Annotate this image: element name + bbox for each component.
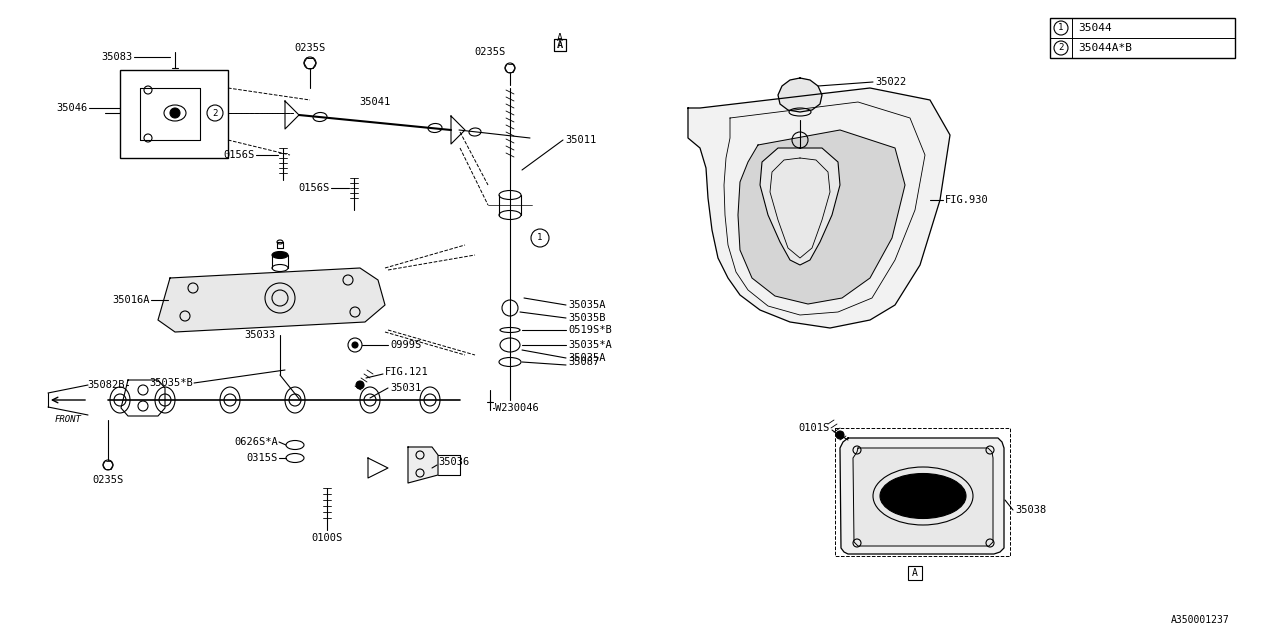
Text: 35041: 35041 [360,97,390,107]
Text: 35033: 35033 [244,330,275,340]
Polygon shape [840,438,1004,554]
Bar [908,566,922,580]
Text: 35083: 35083 [101,52,133,62]
Circle shape [836,431,844,439]
Text: 35082B: 35082B [87,380,125,390]
Text: A350001237: A350001237 [1171,615,1230,625]
Text: 0101S: 0101S [799,423,829,433]
Text: 0156S: 0156S [224,150,255,160]
Text: A: A [558,40,562,49]
Polygon shape [157,268,385,332]
Text: 1: 1 [538,234,543,243]
Text: 35038: 35038 [1015,505,1046,515]
Text: 35011: 35011 [564,135,596,145]
Polygon shape [689,88,950,328]
Polygon shape [778,78,822,112]
Text: 35016A: 35016A [113,295,150,305]
Circle shape [352,342,358,348]
Text: 35044A*B: 35044A*B [1078,43,1132,53]
Text: A: A [557,33,563,43]
Text: 2: 2 [1059,44,1064,52]
Polygon shape [408,447,438,483]
Ellipse shape [273,252,288,259]
Text: 35087: 35087 [568,357,599,367]
Circle shape [356,381,364,389]
Text: A: A [557,40,563,50]
Text: 0100S: 0100S [311,533,343,543]
Polygon shape [739,130,905,304]
Text: 0626S*A: 0626S*A [234,437,278,447]
Text: 35044: 35044 [1078,23,1112,33]
Text: 1: 1 [1059,24,1064,33]
Text: 35035A: 35035A [568,353,605,363]
Polygon shape [285,101,300,129]
Text: 35031: 35031 [390,383,421,393]
Text: W230046: W230046 [495,403,539,413]
Polygon shape [852,448,993,546]
Text: 35035*A: 35035*A [568,340,612,350]
Text: FIG.930: FIG.930 [945,195,988,205]
Ellipse shape [881,474,966,518]
Text: 35036: 35036 [438,457,470,467]
Bar [120,70,228,158]
Text: 0519S*B: 0519S*B [568,325,612,335]
Text: FIG.121: FIG.121 [385,367,429,377]
Bar [554,39,566,51]
Text: 35046: 35046 [56,103,88,113]
Text: 0315S: 0315S [247,453,278,463]
Text: 0156S: 0156S [298,183,330,193]
Polygon shape [122,380,165,416]
Bar [835,428,1010,556]
Text: 0235S: 0235S [294,43,325,53]
Text: 2: 2 [212,109,218,118]
Text: FRONT: FRONT [55,415,82,424]
Text: 35035B: 35035B [568,313,605,323]
Text: 35022: 35022 [876,77,906,87]
Text: 35035A: 35035A [568,300,605,310]
Text: 0999S: 0999S [390,340,421,350]
Circle shape [170,108,180,118]
Polygon shape [451,116,465,144]
Text: A: A [913,568,918,578]
Polygon shape [760,148,840,265]
Text: 0235S: 0235S [475,47,506,57]
Text: 35035*B: 35035*B [150,378,193,388]
Bar [1050,18,1235,58]
Bar [554,39,566,51]
Text: 0235S: 0235S [92,475,124,485]
